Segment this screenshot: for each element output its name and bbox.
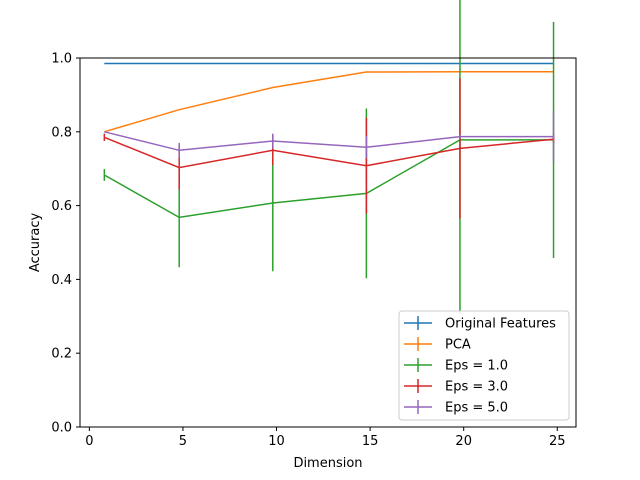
- x-tick-label: 20: [455, 434, 472, 449]
- x-tick-label: 25: [549, 434, 566, 449]
- y-tick-label: 0.0: [51, 421, 72, 436]
- legend-entry-label: Eps = 1.0: [445, 359, 508, 374]
- x-tick-label: 10: [268, 434, 285, 449]
- y-tick-label: 1.0: [51, 52, 72, 67]
- series-layer: [103, 0, 555, 314]
- series-1: [104, 70, 554, 133]
- legend-entry-label: Eps = 5.0: [445, 401, 508, 416]
- x-tick-label: 0: [85, 434, 93, 449]
- plot-frame: [79, 57, 577, 428]
- y-tick-label: 0.4: [51, 273, 72, 288]
- legend: Original Features PCA Eps = 1.0 Eps = 3.0 Ep…: [398, 310, 570, 421]
- legend-entry-label: Eps = 3.0: [445, 380, 508, 395]
- x-axis-ticks: 0 5 10 15 20 25: [85, 427, 566, 449]
- y-axis-ticks: 0.0 0.2 0.4 0.6 0.8 1.0: [51, 52, 80, 436]
- series-line: [104, 131, 554, 152]
- legend-entry-label: PCA: [445, 338, 471, 353]
- y-tick-label: 0.6: [51, 199, 72, 214]
- y-axis-label: Accuracy: [28, 213, 43, 273]
- series-line: [104, 70, 554, 133]
- series-line: [103, 139, 554, 219]
- x-axis-label: Dimension: [293, 456, 362, 471]
- legend-entry-label: Original Features: [445, 317, 556, 332]
- series-line: [104, 136, 554, 169]
- y-tick-label: 0.8: [51, 125, 72, 140]
- legend-box: [398, 310, 570, 421]
- x-tick-label: 15: [362, 434, 379, 449]
- y-tick-label: 0.2: [51, 347, 72, 362]
- x-tick-label: 5: [179, 434, 187, 449]
- series-4: [104, 110, 555, 163]
